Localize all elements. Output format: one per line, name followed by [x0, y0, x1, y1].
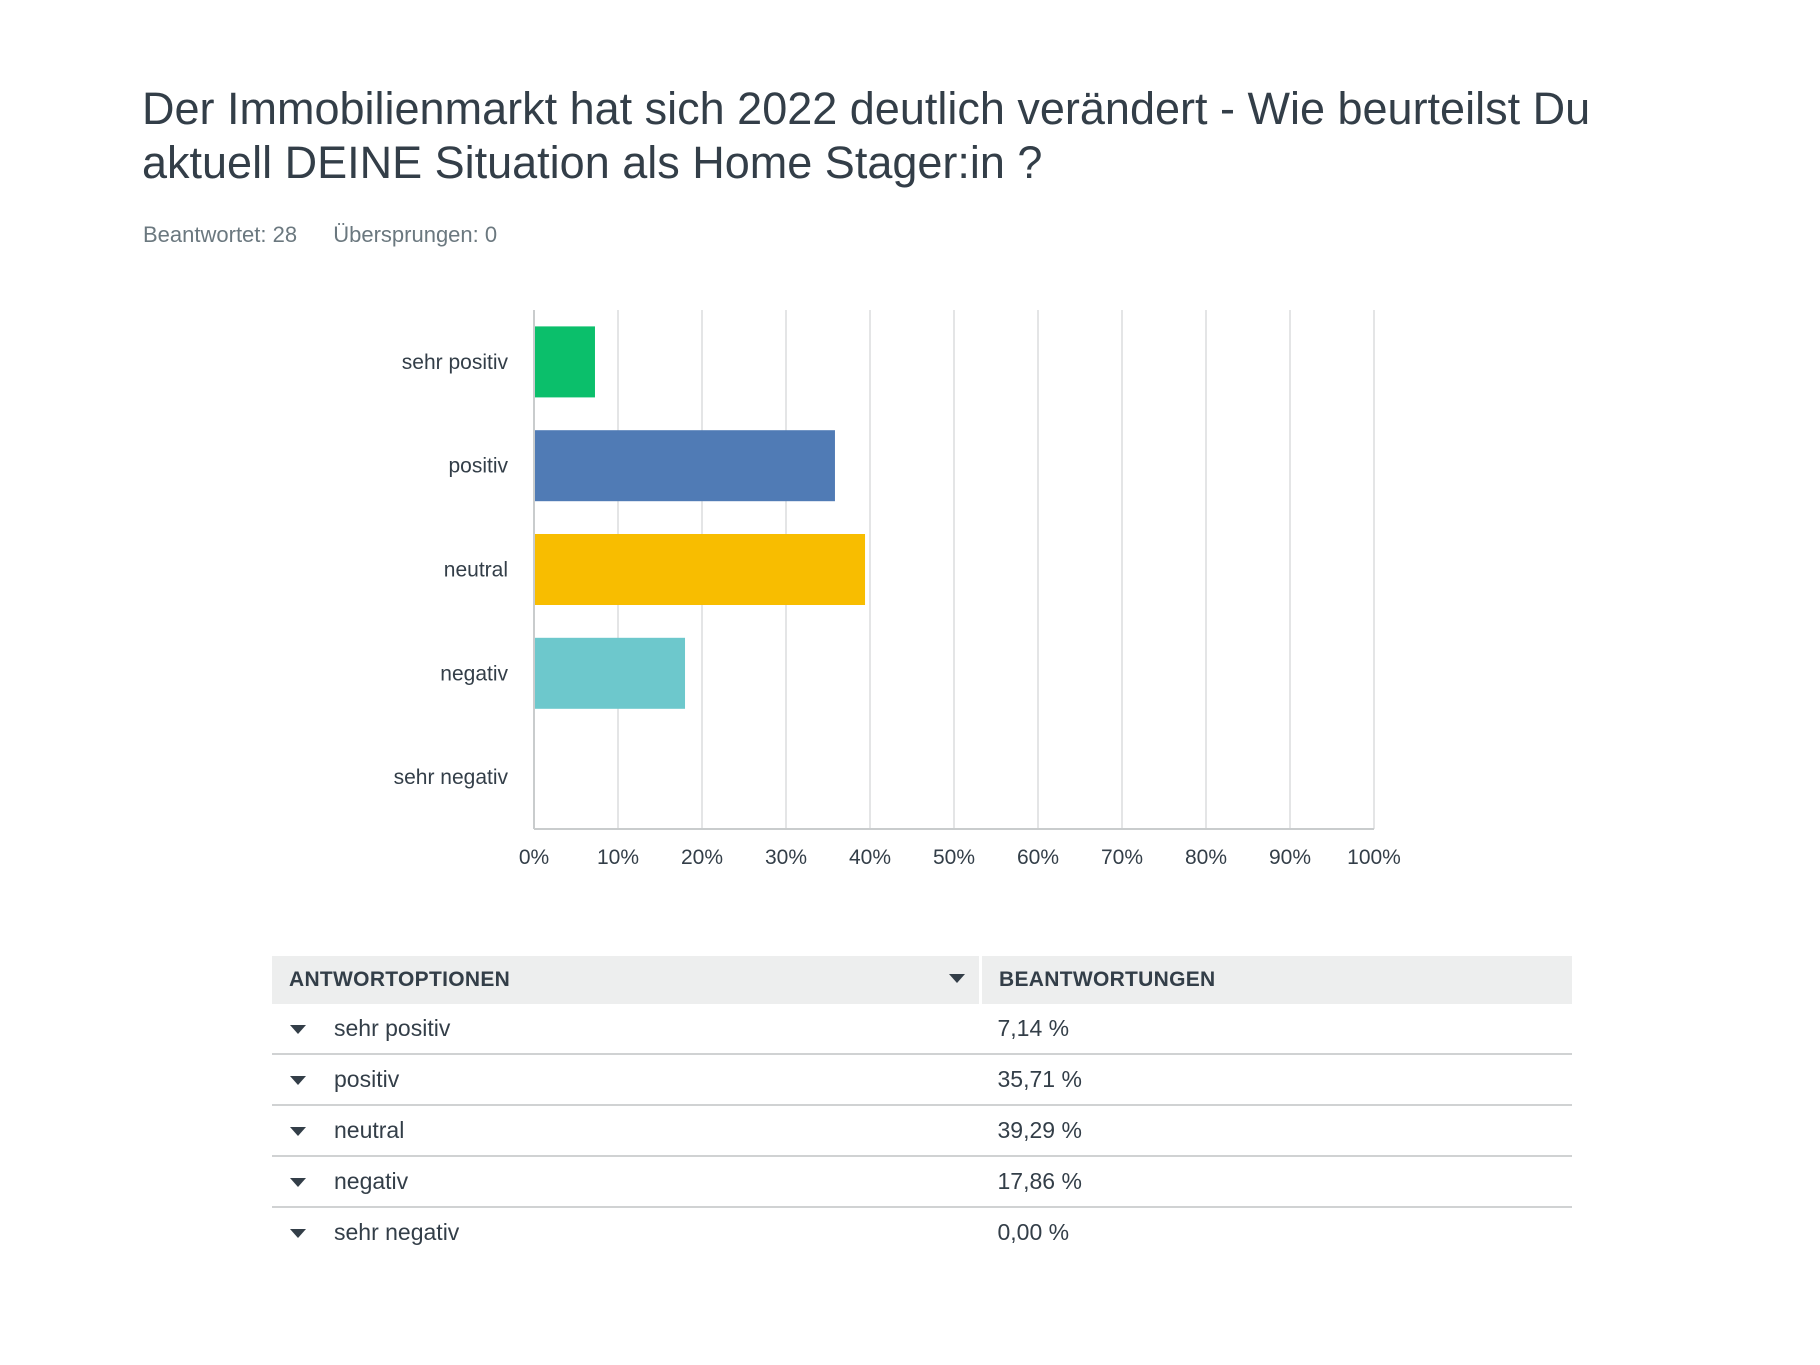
column-header-options[interactable]: ANTWORTOPTIONEN [272, 956, 982, 1004]
response-value: 0,00 % [997, 1219, 1070, 1245]
responses-table: ANTWORTOPTIONEN BEANTWORTUNGEN sehr posi… [272, 956, 1572, 1257]
answered-count: Beantwortet: 28 [143, 222, 298, 247]
option-label: sehr negativ [334, 1219, 460, 1245]
x-tick-label: 100% [1347, 846, 1401, 869]
table-row: sehr negativ 0,00 % [272, 1207, 1572, 1257]
expand-caret-icon[interactable] [290, 1178, 306, 1188]
option-label: positiv [334, 1066, 400, 1092]
category-label: sehr positiv [402, 351, 509, 374]
option-cell: positiv [272, 1054, 981, 1106]
option-cell: negativ [272, 1156, 981, 1208]
bar-chart: 0% 10% 20% 30% 40% 50% 60% 70% 80% 90% 100% sehr po… [394, 310, 1401, 869]
table-header-row: ANTWORTOPTIONEN BEANTWORTUNGEN [272, 956, 1572, 1004]
option-label: negativ [334, 1168, 409, 1194]
table-row: neutral 39,29 % [272, 1105, 1572, 1157]
category-label: positiv [448, 455, 508, 478]
category-label: sehr negativ [394, 766, 509, 789]
response-value: 17,86 % [980, 1156, 1572, 1208]
table-row: sehr positiv 7,14 % [272, 1004, 1572, 1055]
option-label: sehr positiv [334, 1015, 451, 1041]
expand-caret-icon[interactable] [290, 1127, 306, 1137]
x-tick-label: 30% [765, 846, 807, 869]
x-tick-label: 90% [1269, 846, 1311, 869]
x-tick-label: 70% [1101, 846, 1143, 869]
bar[interactable] [535, 326, 595, 398]
response-value: 39,29 % [980, 1105, 1572, 1157]
response-value: 35,71 % [980, 1054, 1572, 1106]
category-label: neutral [444, 559, 508, 582]
table-row: positiv 35,71 % [272, 1054, 1572, 1106]
column-header-responses[interactable]: BEANTWORTUNGEN [980, 956, 1572, 1004]
x-tick-label: 50% [933, 846, 975, 869]
option-cell: sehr negativ [272, 1207, 981, 1257]
expand-caret-icon[interactable] [290, 1025, 306, 1035]
response-value: 7,14 % [980, 1004, 1572, 1055]
option-cell: neutral [272, 1105, 981, 1157]
x-tick-label: 40% [849, 846, 891, 869]
bar[interactable] [535, 637, 686, 709]
x-tick-label: 20% [681, 846, 723, 869]
column-header-options-label: ANTWORTOPTIONEN [289, 968, 511, 991]
x-tick-label: 0% [519, 846, 549, 869]
response-stats: Beantwortet: 28 Übersprungen: 0 [143, 222, 527, 248]
option-label: neutral [334, 1117, 405, 1143]
expand-caret-icon[interactable] [290, 1076, 306, 1086]
category-label: negativ [440, 662, 508, 685]
x-tick-label: 60% [1017, 846, 1059, 869]
bar[interactable] [535, 430, 835, 502]
expand-caret-icon[interactable] [290, 1229, 306, 1239]
option-cell: sehr positiv [272, 1004, 981, 1055]
x-tick-label: 80% [1185, 846, 1227, 869]
skipped-count: Übersprungen: 0 [333, 222, 498, 247]
table-row: negativ 17,86 % [272, 1156, 1572, 1208]
bar[interactable] [535, 534, 866, 605]
x-tick-label: 10% [597, 846, 639, 869]
question-title: Der Immobilienmarkt hat sich 2022 deutli… [142, 83, 1591, 188]
sort-down-icon[interactable] [949, 974, 965, 983]
